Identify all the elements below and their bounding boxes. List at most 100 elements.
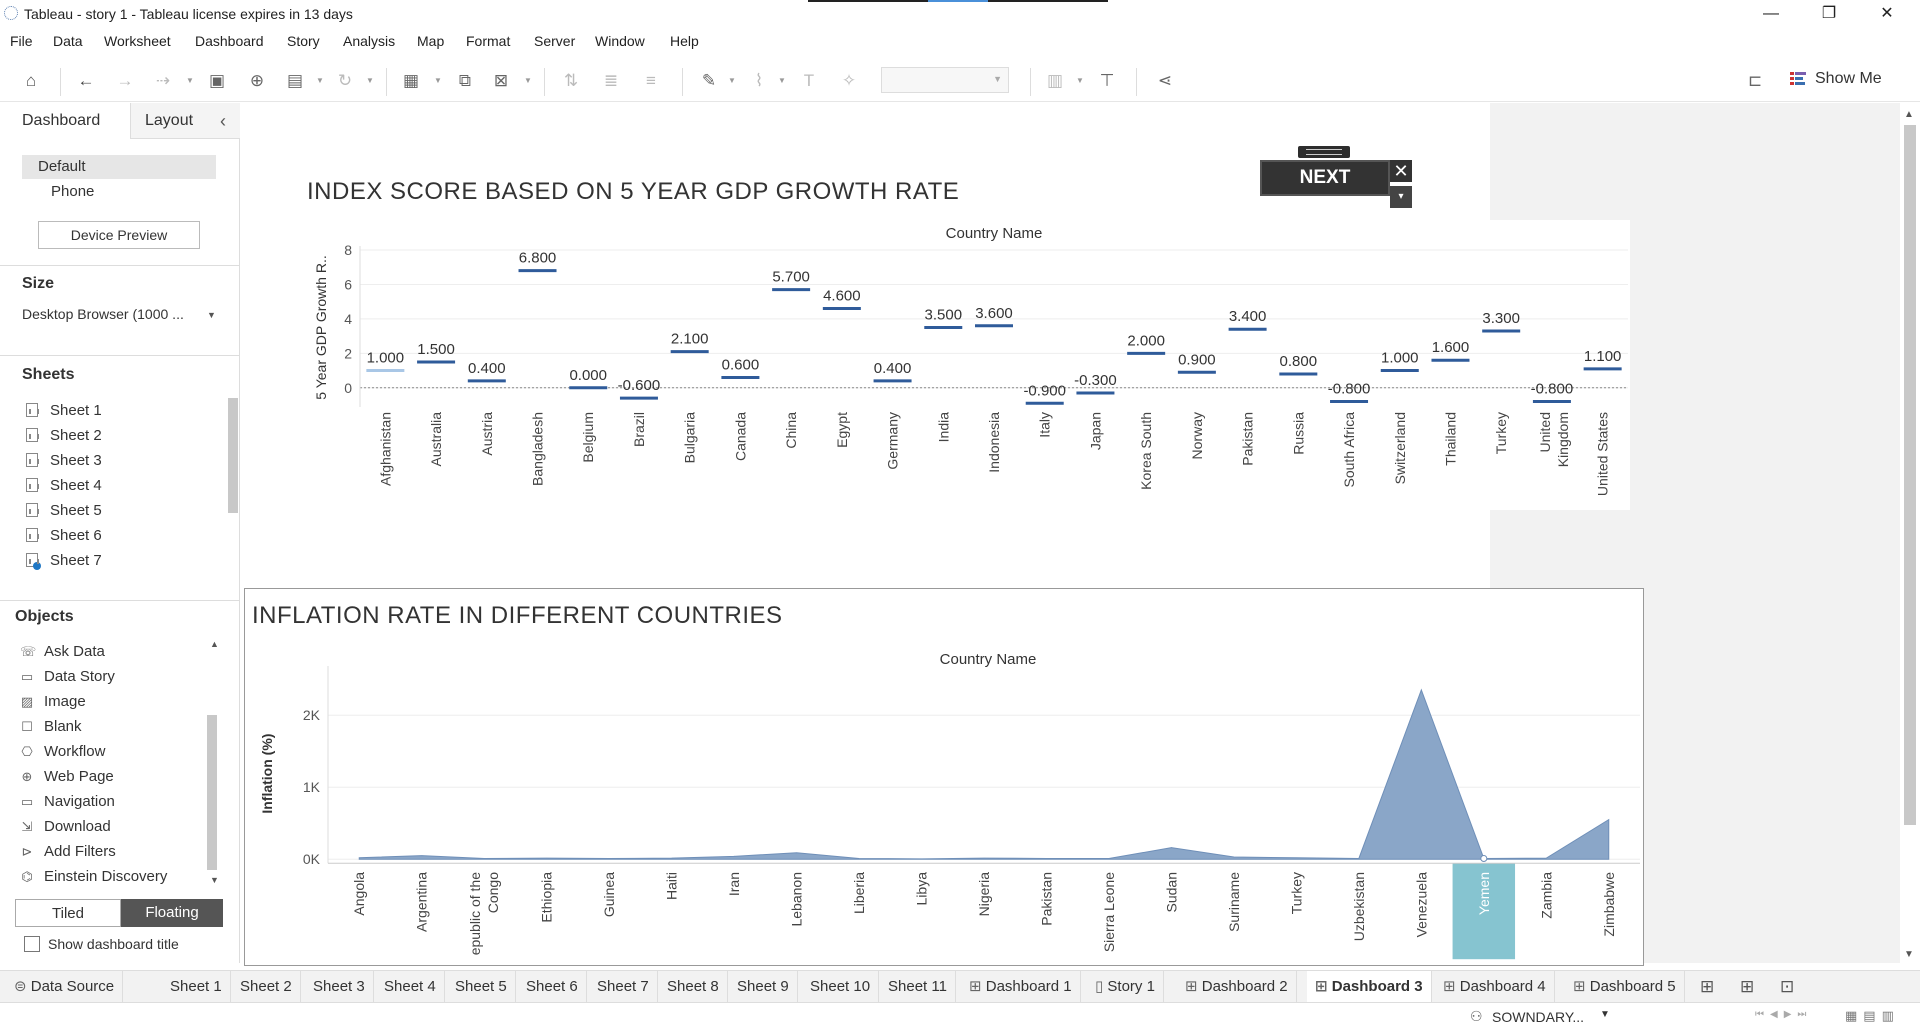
menu-map[interactable]: Map <box>417 33 445 49</box>
tab-layout[interactable]: Layout <box>145 112 194 129</box>
sort-desc-icon[interactable]: ≡ <box>646 71 656 90</box>
menu-analysis[interactable]: Analysis <box>343 33 396 49</box>
sheet-item[interactable]: Sheet 6 <box>26 527 102 549</box>
new-dashboard-icon[interactable]: ⊞ <box>1740 977 1755 996</box>
object-image[interactable]: ▨ Image <box>20 693 86 710</box>
sheet-tab[interactable]: ▯ Story 1 <box>1087 971 1164 1003</box>
sheet-tab[interactable]: Sheet 10 <box>802 971 880 1003</box>
undo-icon[interactable]: ← <box>77 71 95 90</box>
object-download[interactable]: ⇲ Download <box>21 818 111 835</box>
sheet-tab[interactable]: ⊞ Dashboard 5 <box>1565 971 1685 1003</box>
device-preview-button[interactable]: Device Preview <box>38 221 200 249</box>
sheet-tab[interactable]: Sheet 9 <box>729 971 798 1003</box>
sheet-tab[interactable]: Sheet 5 <box>447 971 516 1003</box>
pin-icon[interactable]: ✧ <box>841 71 857 90</box>
size-dropdown[interactable]: Desktop Browser (1000 ... <box>22 306 184 322</box>
new-worksheet-icon[interactable]: ⊞ <box>1700 977 1715 996</box>
next-button[interactable]: NEXT <box>1260 160 1390 196</box>
sheet-nav-icons[interactable]: ⏮◀▶⏭ <box>1755 1009 1813 1020</box>
chevron-down-icon[interactable]: ▾ <box>1390 186 1412 208</box>
presentation-mode-icon[interactable]: ⊤ <box>1099 71 1115 90</box>
sheet-tab[interactable]: ⊞ Dashboard 4 <box>1435 971 1555 1003</box>
sheet-item[interactable]: Sheet 4 <box>26 477 102 499</box>
show-dashboard-title-option[interactable]: Show dashboard title <box>24 936 179 952</box>
device-default[interactable]: Default <box>38 158 86 175</box>
highlight-icon[interactable]: ✎ <box>701 71 717 90</box>
objects-scroll-up-icon[interactable]: ▲ <box>210 639 219 649</box>
save-icon[interactable]: ▣ <box>208 71 226 90</box>
format-painter-icon[interactable]: ⊏ <box>1747 71 1763 90</box>
minimize-button[interactable]: — <box>1763 5 1779 22</box>
menu-data[interactable]: Data <box>53 33 83 49</box>
group-icon[interactable]: ⌇ <box>754 71 764 90</box>
sheet-tab[interactable]: Sheet 8 <box>659 971 728 1003</box>
restore-button[interactable]: ❐ <box>1821 5 1837 22</box>
highlight-dropdown-icon[interactable]: ▼ <box>728 76 736 85</box>
sheet-item[interactable]: Sheet 1 <box>26 402 102 424</box>
sheet-tab[interactable]: ⊞ Dashboard 1 <box>961 971 1081 1003</box>
view-mode-icons[interactable]: ▦▤▥ <box>1845 1008 1900 1023</box>
sheet-tab[interactable]: Sheet 11 <box>880 971 956 1003</box>
menu-help[interactable]: Help <box>670 33 699 49</box>
user-name[interactable]: SOWNDARY... <box>1492 1009 1585 1025</box>
data-dropdown-icon[interactable]: ▼ <box>316 76 324 85</box>
pause-updates-icon[interactable]: ▤ <box>286 71 304 90</box>
object-blank[interactable]: ☐ Blank <box>21 718 82 735</box>
object-ask-data[interactable]: ☏ Ask Data <box>20 643 105 660</box>
sheet-tab[interactable]: Sheet 7 <box>589 971 658 1003</box>
sheet-tab[interactable]: Sheet 6 <box>518 971 587 1003</box>
group-dropdown-icon[interactable]: ▼ <box>778 76 786 85</box>
show-cards-icon[interactable]: ▥ <box>1046 71 1064 90</box>
new-sheet-icon[interactable]: ▦ <box>402 71 420 90</box>
close-icon[interactable]: ✕ <box>1390 160 1412 182</box>
menu-story[interactable]: Story <box>287 33 320 49</box>
checkbox[interactable] <box>24 936 40 952</box>
menu-format[interactable]: Format <box>466 33 511 49</box>
clear-dropdown-icon[interactable]: ▼ <box>524 76 532 85</box>
object-einstein-discovery[interactable]: ⌬ Einstein Discovery <box>21 868 168 885</box>
refresh-dropdown-icon[interactable]: ▼ <box>366 76 374 85</box>
next-drag-handle[interactable] <box>1298 146 1350 158</box>
object-web-page[interactable]: ⊕ Web Page <box>21 768 114 785</box>
sheet-tab[interactable]: Sheet 3 <box>305 971 374 1003</box>
menu-window[interactable]: Window <box>595 33 645 49</box>
share-icon[interactable]: ⋖ <box>1157 71 1173 90</box>
tab-dashboard[interactable]: Dashboard <box>0 103 130 139</box>
menu-worksheet[interactable]: Worksheet <box>104 33 171 49</box>
collapse-sidebar-icon[interactable]: ‹ <box>220 111 226 131</box>
sheet-tab[interactable]: Sheet 2 <box>232 971 301 1003</box>
menu-server[interactable]: Server <box>534 33 576 49</box>
object-data-story[interactable]: ▭ Data Story <box>20 668 115 685</box>
refresh-icon[interactable]: ↻ <box>337 71 353 90</box>
show-me-button[interactable]: Show Me <box>1815 70 1882 87</box>
new-sheet-dropdown-icon[interactable]: ▼ <box>434 76 442 85</box>
close-window-button[interactable]: ✕ <box>1880 5 1894 22</box>
show-cards-dropdown-icon[interactable]: ▼ <box>1076 76 1084 85</box>
redo-icon[interactable]: → <box>116 71 134 90</box>
replay-icon[interactable]: ⇢ <box>155 71 171 90</box>
swap-icon[interactable]: ⇅ <box>563 71 579 90</box>
sheet-tab[interactable]: Sheet 1 <box>162 971 231 1003</box>
object-workflow[interactable]: ⎔ Workflow <box>21 743 106 760</box>
sheet-item[interactable]: Sheet 3 <box>26 452 102 474</box>
user-dropdown-icon[interactable]: ▼ <box>1600 1009 1610 1020</box>
sheet-item[interactable]: Sheet 2 <box>26 427 102 449</box>
device-phone[interactable]: Phone <box>51 183 95 200</box>
replay-dropdown-icon[interactable]: ▼ <box>186 76 194 85</box>
sheet-item[interactable]: Sheet 7 <box>26 552 102 574</box>
labels-icon[interactable]: T <box>803 71 815 90</box>
new-data-source-icon[interactable]: ⊕ <box>249 71 265 90</box>
object-navigation[interactable]: ▭ Navigation <box>20 793 115 810</box>
sheet-item[interactable]: Sheet 5 <box>26 502 102 524</box>
sheet-tab[interactable]: Sheet 4 <box>376 971 445 1003</box>
sheet-tab[interactable]: ⊞ Dashboard 3 <box>1307 971 1432 1003</box>
floating-toggle[interactable]: Floating <box>121 899 223 927</box>
fit-selector[interactable]: ▼ <box>881 67 1009 93</box>
size-dropdown-icon[interactable]: ▼ <box>207 310 216 320</box>
sort-asc-icon[interactable]: ≣ <box>603 71 619 90</box>
tiled-toggle[interactable]: Tiled <box>15 899 121 927</box>
objects-scroll-down-icon[interactable]: ▼ <box>210 875 219 885</box>
scroll-down-icon[interactable]: ▼ <box>1904 949 1914 960</box>
canvas-scrollbar[interactable]: ▲ ▼ <box>1900 103 1920 963</box>
menu-file[interactable]: File <box>10 33 33 49</box>
